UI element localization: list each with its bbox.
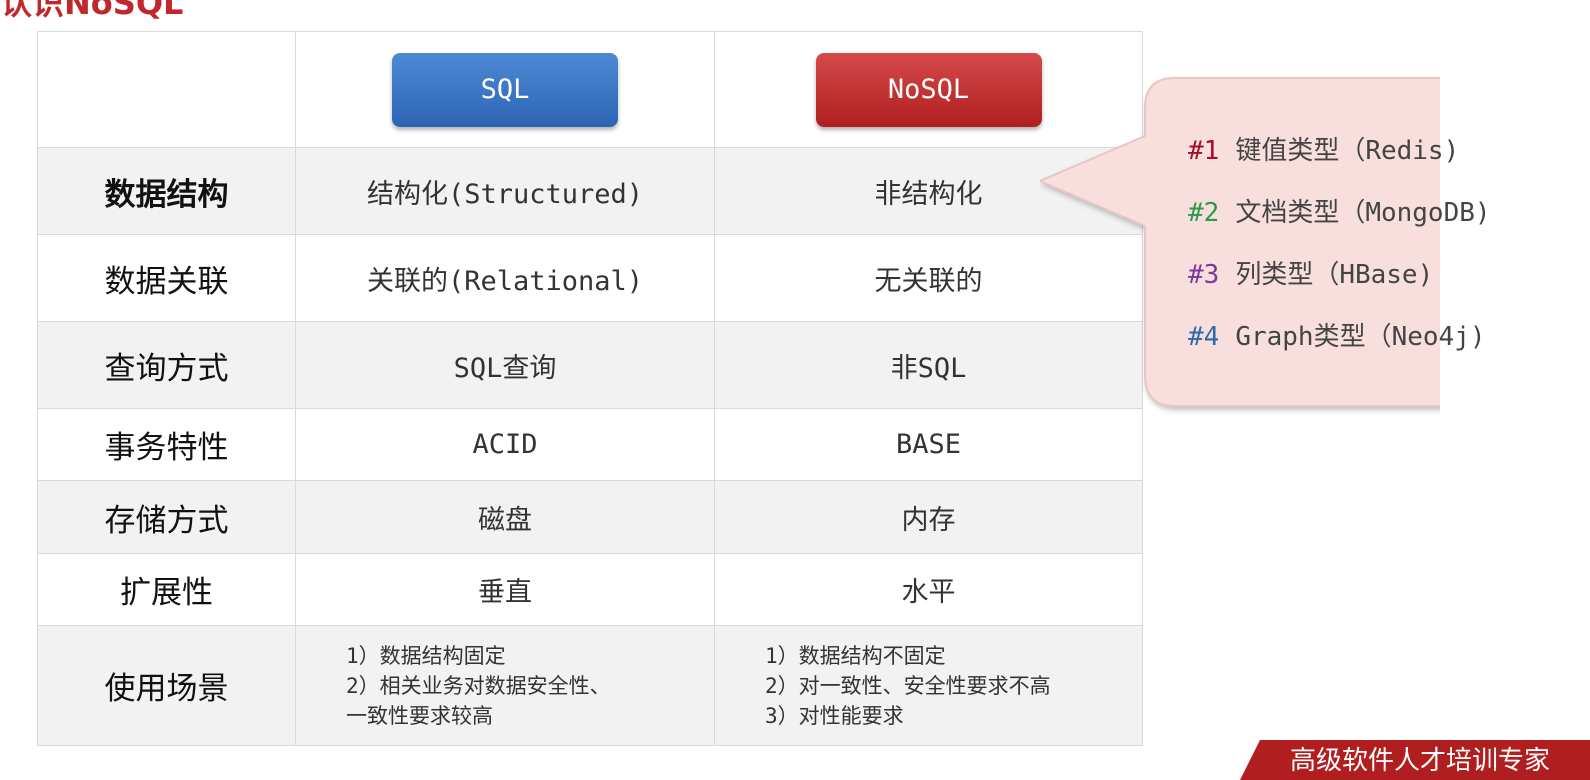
column-header-button: SQL: [392, 52, 618, 127]
item-text: 列类型（HBase): [1235, 260, 1434, 290]
table-cell: ACID: [295, 408, 715, 481]
callout-item: #3 列类型（HBase): [1188, 254, 1433, 291]
item-text: 键值类型（Redis): [1235, 136, 1460, 166]
cell-line: 一致性要求较高: [346, 703, 493, 728]
item-text: Graph类型（Neo4j): [1235, 322, 1486, 352]
item-tag: #4: [1188, 322, 1220, 352]
table-cell: [37, 31, 296, 148]
table-cell: 扩展性: [37, 553, 296, 626]
table-cell: BASE: [714, 408, 1143, 481]
table-cell: 内存: [714, 480, 1143, 554]
table-cell: 磁盘: [295, 480, 715, 554]
callout-item: #4 Graph类型（Neo4j): [1188, 316, 1486, 353]
table-cell: 关联的(Relational): [295, 234, 715, 322]
callout-item: #2 文档类型（MongoDB): [1188, 192, 1491, 229]
column-header-button: NoSQL: [815, 52, 1042, 127]
callout-item: #1 键值类型（Redis): [1188, 130, 1459, 167]
table-cell: 结构化(Structured): [295, 147, 715, 235]
table-cell: SQL: [295, 31, 715, 148]
callout-bubble: [1040, 77, 1440, 407]
table-cell: 1）数据结构固定 2）相关业务对数据安全性、 一致性要求较高: [295, 625, 715, 746]
item-tag: #3: [1188, 260, 1220, 290]
table-cell: 使用场景: [37, 625, 296, 746]
cell-line: 2）对一致性、安全性要求不高: [765, 673, 1051, 698]
table-cell: 事务特性: [37, 408, 296, 481]
cell-line: 1）数据结构固定: [346, 643, 506, 668]
table-cell: NoSQL: [714, 31, 1143, 148]
table-cell: SQL查询: [295, 321, 715, 409]
footer-banner: 高级软件人才培训专家: [1240, 740, 1590, 780]
table-cell: 数据关联: [37, 234, 296, 322]
table-cell: 水平: [714, 553, 1143, 626]
cell-line: 3）对性能要求: [765, 703, 904, 728]
table-cell: 查询方式: [37, 321, 296, 409]
title: 认识NoSQL: [0, 0, 184, 22]
table-cell: 1）数据结构不固定 2）对一致性、安全性要求不高 3）对性能要求: [714, 625, 1143, 746]
cell-line: 2）相关业务对数据安全性、: [346, 673, 611, 698]
table-cell: 存储方式: [37, 480, 296, 554]
item-tag: #2: [1188, 198, 1220, 228]
cell-line: 1）数据结构不固定: [765, 643, 946, 668]
table-cell: 非SQL: [714, 321, 1143, 409]
table-cell: 数据结构: [37, 147, 296, 235]
item-text: 文档类型（MongoDB): [1235, 198, 1491, 228]
item-tag: #1: [1188, 136, 1220, 166]
table-cell: 垂直: [295, 553, 715, 626]
